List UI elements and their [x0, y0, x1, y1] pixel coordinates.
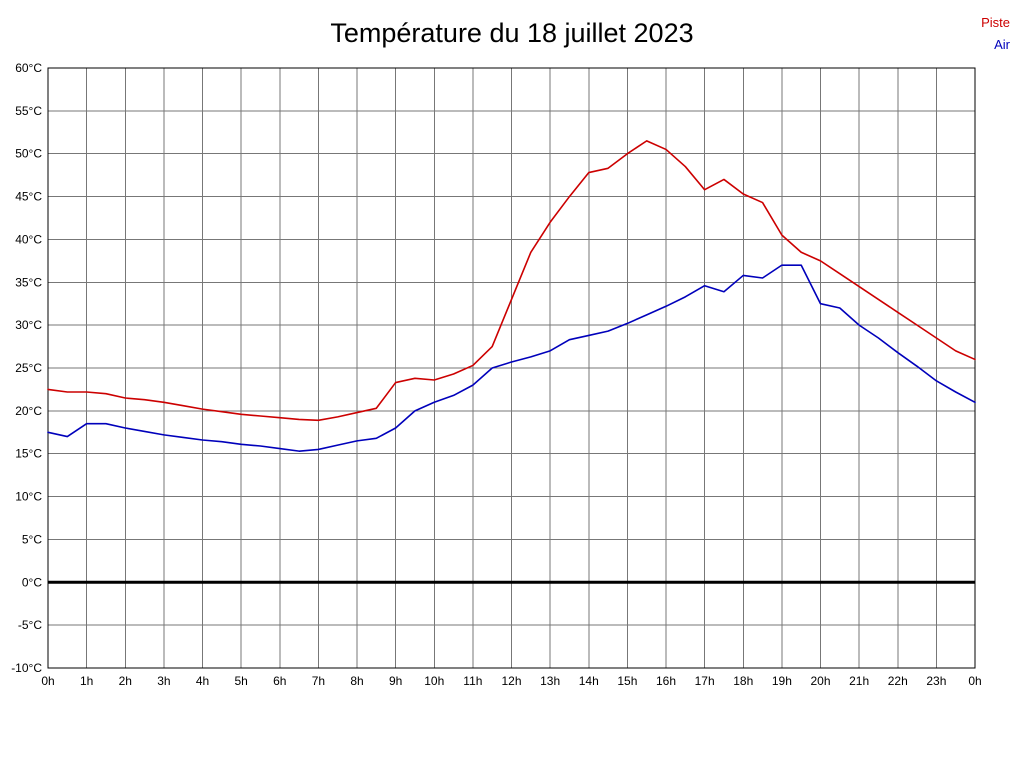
x-tick-label: 2h [119, 674, 132, 688]
x-tick-label: 8h [350, 674, 363, 688]
x-tick-label: 13h [540, 674, 560, 688]
y-tick-label: 0°C [22, 575, 42, 589]
x-tick-label: 0h [968, 674, 981, 688]
x-tick-label: 10h [424, 674, 444, 688]
y-tick-label: -10°C [11, 661, 42, 675]
x-tick-label: 17h [695, 674, 715, 688]
legend-entry-air: Air [994, 37, 1010, 52]
x-tick-label: 20h [810, 674, 830, 688]
y-tick-label: 60°C [15, 61, 42, 75]
x-tick-label: 21h [849, 674, 869, 688]
x-tick-label: 1h [80, 674, 93, 688]
chart-title: Température du 18 juillet 2023 [330, 18, 694, 48]
x-tick-label: 23h [926, 674, 946, 688]
y-tick-label: 5°C [22, 532, 42, 546]
x-tick-label: 3h [157, 674, 170, 688]
x-tick-label: 12h [501, 674, 521, 688]
x-tick-label: 18h [733, 674, 753, 688]
x-tick-label: 16h [656, 674, 676, 688]
y-tick-label: 20°C [15, 404, 42, 418]
y-tick-label: 50°C [15, 147, 42, 161]
x-tick-label: 15h [617, 674, 637, 688]
x-tick-label: 6h [273, 674, 286, 688]
x-tick-label: 0h [41, 674, 54, 688]
x-tick-label: 7h [312, 674, 325, 688]
plot-frame [47, 67, 976, 669]
chart-legend: Piste Air [981, 12, 1010, 56]
piste-temperature-line [47, 140, 976, 422]
x-tick-label: 14h [579, 674, 599, 688]
legend-entry-piste: Piste [981, 15, 1010, 30]
y-tick-label: -5°C [18, 618, 42, 632]
y-tick-label: 15°C [15, 447, 42, 461]
y-tick-label: 40°C [15, 232, 42, 246]
x-tick-label: 5h [234, 674, 247, 688]
y-tick-label: 30°C [15, 318, 42, 332]
x-tick-label: 22h [888, 674, 908, 688]
y-tick-label: 45°C [15, 190, 42, 204]
x-tick-label: 4h [196, 674, 209, 688]
x-tick-label: 19h [772, 674, 792, 688]
y-tick-label: 25°C [15, 361, 42, 375]
y-tick-label: 35°C [15, 275, 42, 289]
y-tick-label: 55°C [15, 104, 42, 118]
y-tick-label: 10°C [15, 490, 42, 504]
x-tick-label: 9h [389, 674, 402, 688]
air-temperature-line [47, 264, 976, 452]
x-tick-label: 11h [463, 674, 482, 688]
